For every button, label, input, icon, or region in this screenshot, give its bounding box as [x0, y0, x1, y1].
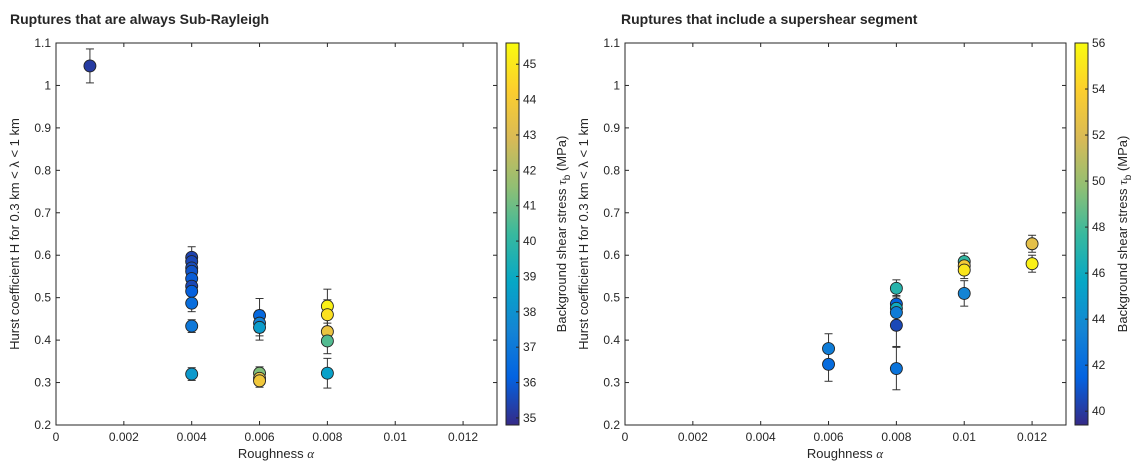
y-tick-label: 0.5	[34, 291, 51, 305]
plot-area	[55, 42, 498, 426]
colorbar-tick-label: 54	[1092, 82, 1106, 96]
x-tick-label: 0.01	[384, 430, 408, 444]
x-tick-label: 0.004	[177, 430, 207, 444]
colorbar-tick-label: 50	[1092, 174, 1106, 188]
x-tick-label: 0	[622, 430, 629, 444]
y-tick-label: 0.8	[603, 163, 620, 177]
x-tick-label: 0.006	[245, 430, 275, 444]
colorbar-tick-label: 38	[523, 305, 537, 319]
data-point	[889, 281, 903, 295]
colorbar-tick-label: 36	[523, 376, 537, 390]
data-point	[320, 308, 334, 322]
y-tick-label: 0.4	[603, 333, 620, 347]
x-tick-label: 0.004	[746, 430, 776, 444]
data-point	[320, 366, 334, 380]
colorbar-tick-label: 42	[523, 163, 537, 177]
colorbar-tick-label: 52	[1092, 128, 1106, 142]
scatter-series	[83, 48, 334, 389]
data-point	[185, 367, 199, 381]
x-axis: 0 0.002 0.004 0.006 0.008 0.01 0.012	[53, 43, 478, 444]
colorbar-tick-label: 44	[1092, 312, 1106, 326]
colorbar-tick-label: 35	[523, 411, 537, 425]
colorbar-tick-label: 39	[523, 269, 537, 283]
data-point	[185, 319, 199, 333]
y-tick-label: 0.9	[34, 121, 51, 135]
x-tick-label: 0.008	[312, 430, 342, 444]
x-tick-label: 0.008	[881, 430, 911, 444]
colorbar-ticks: 35 36 37 38 39 40 41 42 43 44 45	[516, 57, 537, 425]
x-tick-label: 0.002	[678, 430, 708, 444]
data-point	[822, 342, 835, 356]
x-tick-label: 0.012	[1017, 430, 1047, 444]
colorbar-tick-label: 44	[523, 93, 537, 107]
y-axis: 0.2 0.3 0.4 0.5 0.6 0.7 0.8 0.9 1 1.1	[34, 36, 497, 432]
y-tick-label: 0.9	[603, 121, 620, 135]
chart-title: Ruptures that are always Sub-Rayleigh	[10, 11, 269, 27]
y-axis-label: Hurst coefficient H for 0.3 km < λ < 1 k…	[7, 118, 22, 350]
y-tick-label: 1	[613, 78, 620, 92]
colorbar	[505, 42, 520, 426]
colorbar-label: Background shear stress τb (MPa)	[1115, 136, 1134, 333]
data-point	[889, 362, 903, 375]
scatter-series	[822, 234, 1039, 391]
data-point	[83, 59, 97, 73]
y-tick-label: 0.2	[603, 418, 620, 432]
colorbar-tick-label: 40	[523, 234, 537, 248]
data-point	[1025, 237, 1039, 251]
x-tick-label: 0.006	[814, 430, 844, 444]
data-point	[320, 334, 334, 348]
data-point	[185, 296, 199, 310]
x-tick-label: 0.002	[109, 430, 139, 444]
colorbar-tick-label: 37	[523, 340, 537, 354]
y-axis: 0.2 0.3 0.4 0.5 0.6 0.7 0.8 0.9 1 1.1	[603, 36, 1066, 432]
colorbar-tick-label: 40	[1092, 404, 1106, 418]
colorbar-tick-label: 46	[1092, 266, 1106, 280]
chart-title: Ruptures that include a supershear segme…	[621, 11, 918, 27]
y-tick-label: 1	[44, 78, 51, 92]
y-axis-label: Hurst coefficient H for 0.3 km < λ < 1 k…	[576, 118, 591, 350]
x-axis-label: Roughness α	[238, 446, 315, 461]
y-tick-label: 0.7	[603, 206, 620, 220]
data-point	[185, 284, 199, 298]
colorbar-tick-label: 56	[1092, 36, 1106, 50]
data-point	[253, 374, 266, 388]
x-tick-label: 0	[53, 430, 60, 444]
data-point	[822, 357, 835, 371]
plot-area	[624, 42, 1067, 426]
y-tick-label: 0.5	[603, 291, 620, 305]
y-tick-label: 0.7	[34, 206, 51, 220]
y-tick-label: 0.8	[34, 163, 51, 177]
data-point	[1025, 257, 1039, 271]
chart-right: Ruptures that include a supershear segme…	[576, 11, 1134, 461]
y-tick-label: 0.3	[603, 376, 620, 390]
colorbar	[1074, 42, 1089, 426]
data-point	[957, 263, 971, 277]
y-tick-label: 1.1	[603, 36, 620, 50]
colorbar-ticks: 40 42 44 46 48 50 52 54 56	[1085, 36, 1106, 418]
colorbar-tick-label: 48	[1092, 220, 1106, 234]
data-point	[253, 320, 266, 334]
y-tick-label: 0.4	[34, 333, 51, 347]
x-axis-label: Roughness α	[807, 446, 884, 461]
y-tick-label: 0.6	[603, 248, 620, 262]
x-tick-label: 0.01	[953, 430, 977, 444]
x-axis: 0 0.002 0.004 0.006 0.008 0.01 0.012	[622, 43, 1047, 444]
x-tick-label: 0.012	[448, 430, 478, 444]
y-tick-label: 0.2	[34, 418, 51, 432]
colorbar-tick-label: 42	[1092, 358, 1106, 372]
data-point	[889, 318, 903, 332]
y-tick-label: 0.3	[34, 376, 51, 390]
colorbar-label: Background shear stress τb (MPa)	[554, 136, 573, 333]
data-point	[889, 306, 903, 319]
data-point	[957, 286, 971, 300]
y-tick-label: 0.6	[34, 248, 51, 262]
colorbar-tick-label: 43	[523, 128, 537, 142]
colorbar-tick-label: 41	[523, 199, 537, 213]
colorbar-tick-label: 45	[523, 57, 537, 71]
y-tick-label: 1.1	[34, 36, 51, 50]
